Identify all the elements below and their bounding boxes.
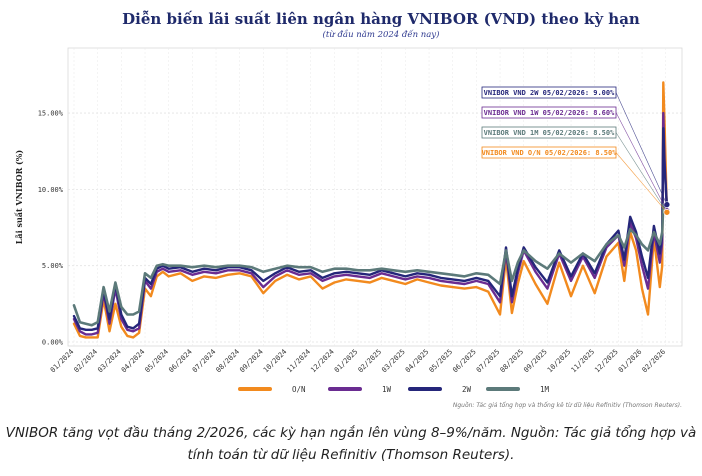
legend-label: 1W (382, 385, 392, 394)
y-tick-label: 5.00% (42, 262, 64, 270)
annotation-leader (615, 92, 668, 205)
x-tick-label: 04/2024 (120, 348, 147, 375)
x-tick-labels: 01/202402/202403/202404/202405/202406/20… (49, 348, 667, 375)
y-tick-label: 10.00% (38, 186, 64, 194)
series-layer (72, 81, 669, 339)
x-tick-label: 08/2024 (215, 348, 242, 375)
x-tick-label: 12/2024 (309, 348, 336, 375)
x-tick-label: 12/2025 (593, 348, 620, 375)
x-tick-label: 09/2025 (522, 348, 549, 375)
legend-label: O/N (292, 385, 306, 394)
x-tick-label: 08/2025 (499, 348, 526, 375)
y-tick-label: 15.00% (38, 110, 64, 118)
annotation-leader (615, 112, 668, 211)
x-tick-label: 02/2026 (641, 348, 668, 375)
x-tick-label: 10/2024 (262, 348, 289, 375)
annotation-box (481, 86, 617, 99)
x-tick-label: 07/2025 (475, 348, 502, 375)
annotation-marker (663, 208, 671, 216)
x-tick-label: 03/2024 (96, 348, 123, 375)
x-tick-label: 09/2024 (238, 348, 265, 375)
annotation-layer: VNIBOR VND 2W 05/02/2026: 9.00% VNIBOR VN… (481, 86, 671, 216)
legend-label: 1M (540, 385, 550, 394)
annotation-leader (615, 132, 668, 213)
x-tick-label: 06/2025 (451, 348, 478, 375)
x-tick-label: 11/2024 (286, 348, 313, 375)
series-line-1m (72, 203, 669, 327)
annotation-leader (615, 152, 668, 213)
x-tick-label: 04/2025 (404, 348, 431, 375)
annotation-label: VNIBOR VND 1W 05/02/2026: 8.60% (484, 109, 615, 117)
x-tick-label: 05/2024 (144, 348, 171, 375)
x-tick-label: 07/2024 (191, 348, 218, 375)
x-tick-label: 02/2024 (73, 348, 100, 375)
x-tick-label: 03/2025 (380, 348, 407, 375)
x-tick-label: 01/2026 (617, 348, 644, 375)
legend-label: 2W (462, 385, 472, 394)
chart-title: Diễn biến lãi suất liên ngân hàng VNIBOR… (122, 10, 640, 28)
annotation-box (481, 106, 617, 119)
annotation-box (481, 146, 617, 159)
x-tick-label: 06/2024 (167, 348, 194, 375)
annotation-box (481, 126, 617, 139)
legend: O/N 1W 2W 1M (238, 385, 550, 394)
x-tick-label: 10/2025 (546, 348, 573, 375)
x-tick-label: 01/2025 (333, 348, 360, 375)
x-tick-label: 11/2025 (570, 348, 597, 375)
chart-container: Diễn biến lãi suất liên ngân hàng VNIBOR… (14, 10, 683, 409)
annotation-label: VNIBOR VND 1M 05/02/2026: 8.50% (484, 129, 615, 137)
annotation-label: VNIBOR VND O/N 05/02/2026: 8.50% (482, 149, 618, 157)
vnibor-line-chart: Diễn biến lãi suất liên ngân hàng VNIBOR… (14, 10, 683, 409)
series-line-2w (72, 127, 669, 331)
x-tick-label: 02/2025 (357, 348, 384, 375)
y-tick-label: 0.00% (42, 339, 64, 347)
figure-caption: VNIBOR tăng vọt đầu tháng 2/2026, các kỳ… (5, 425, 697, 463)
annotation-label: VNIBOR VND 2W 05/02/2026: 9.00% (484, 89, 615, 97)
chart-subtitle: (từ đầu năm 2024 đến nay) (323, 29, 440, 40)
y-tick-labels: 0.00% 5.00% 10.00% 15.00% (38, 110, 64, 347)
source-note: Nguồn: Tác giả tổng hợp và thống kê từ d… (453, 402, 682, 409)
y-axis-label: Lãi suất VNIBOR (%) (14, 150, 24, 245)
x-tick-label: 01/2024 (49, 348, 76, 375)
x-tick-label: 05/2025 (428, 348, 455, 375)
